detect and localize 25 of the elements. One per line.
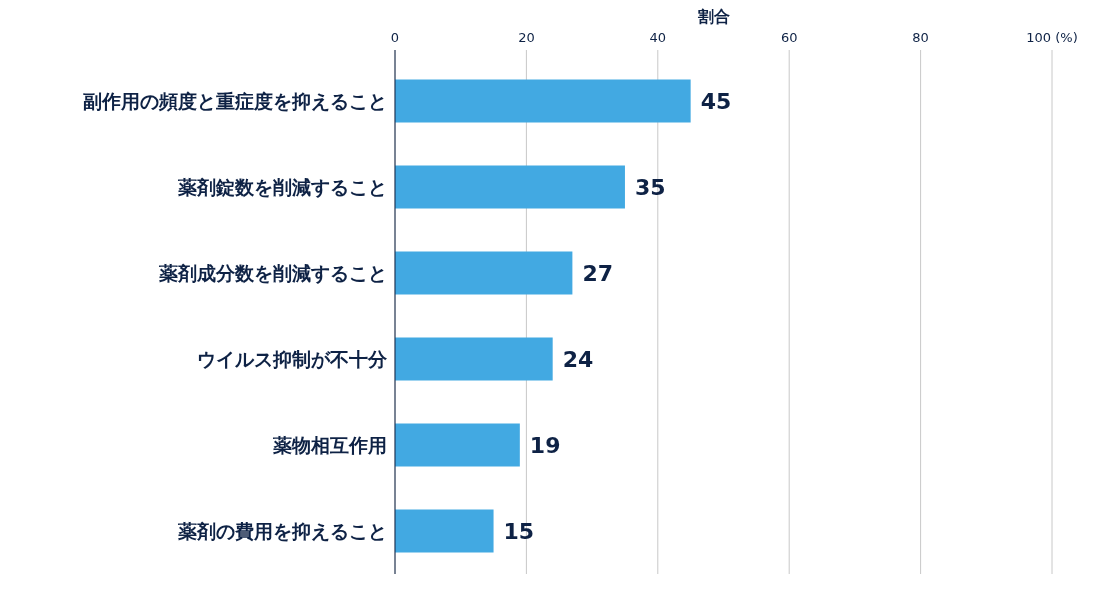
- x-tick-label: 20: [518, 30, 535, 45]
- x-tick-label: 40: [649, 30, 667, 45]
- y-tick-label: 薬剤の費用を抑えること: [177, 519, 387, 542]
- bar: [395, 165, 625, 209]
- bar: [395, 79, 691, 123]
- bar: [395, 423, 520, 467]
- bar: [395, 251, 573, 295]
- data-label: 35: [634, 174, 666, 200]
- x-axis-title: 割合: [696, 7, 730, 26]
- data-label: 45: [700, 88, 732, 114]
- data-label: 15: [503, 518, 535, 544]
- y-tick-label: 薬剤錠数を削減すること: [177, 175, 387, 198]
- y-tick-label: ウイルス抑制が不十分: [197, 347, 388, 370]
- y-tick-label: 薬物相互作用: [272, 433, 387, 456]
- x-tick-label: 100 (%): [1026, 30, 1078, 45]
- bar: [395, 337, 553, 381]
- data-label: 27: [582, 260, 614, 286]
- y-tick-label: 薬剤成分数を削減すること: [158, 261, 387, 284]
- x-tick-label: 0: [390, 30, 400, 45]
- x-tick-label: 80: [912, 30, 929, 45]
- data-label: 19: [529, 432, 561, 458]
- bar: [395, 509, 494, 553]
- data-label: 24: [562, 346, 594, 372]
- y-tick-label: 副作用の頻度と重症度を抑えること: [83, 89, 387, 112]
- x-tick-label: 60: [780, 30, 798, 45]
